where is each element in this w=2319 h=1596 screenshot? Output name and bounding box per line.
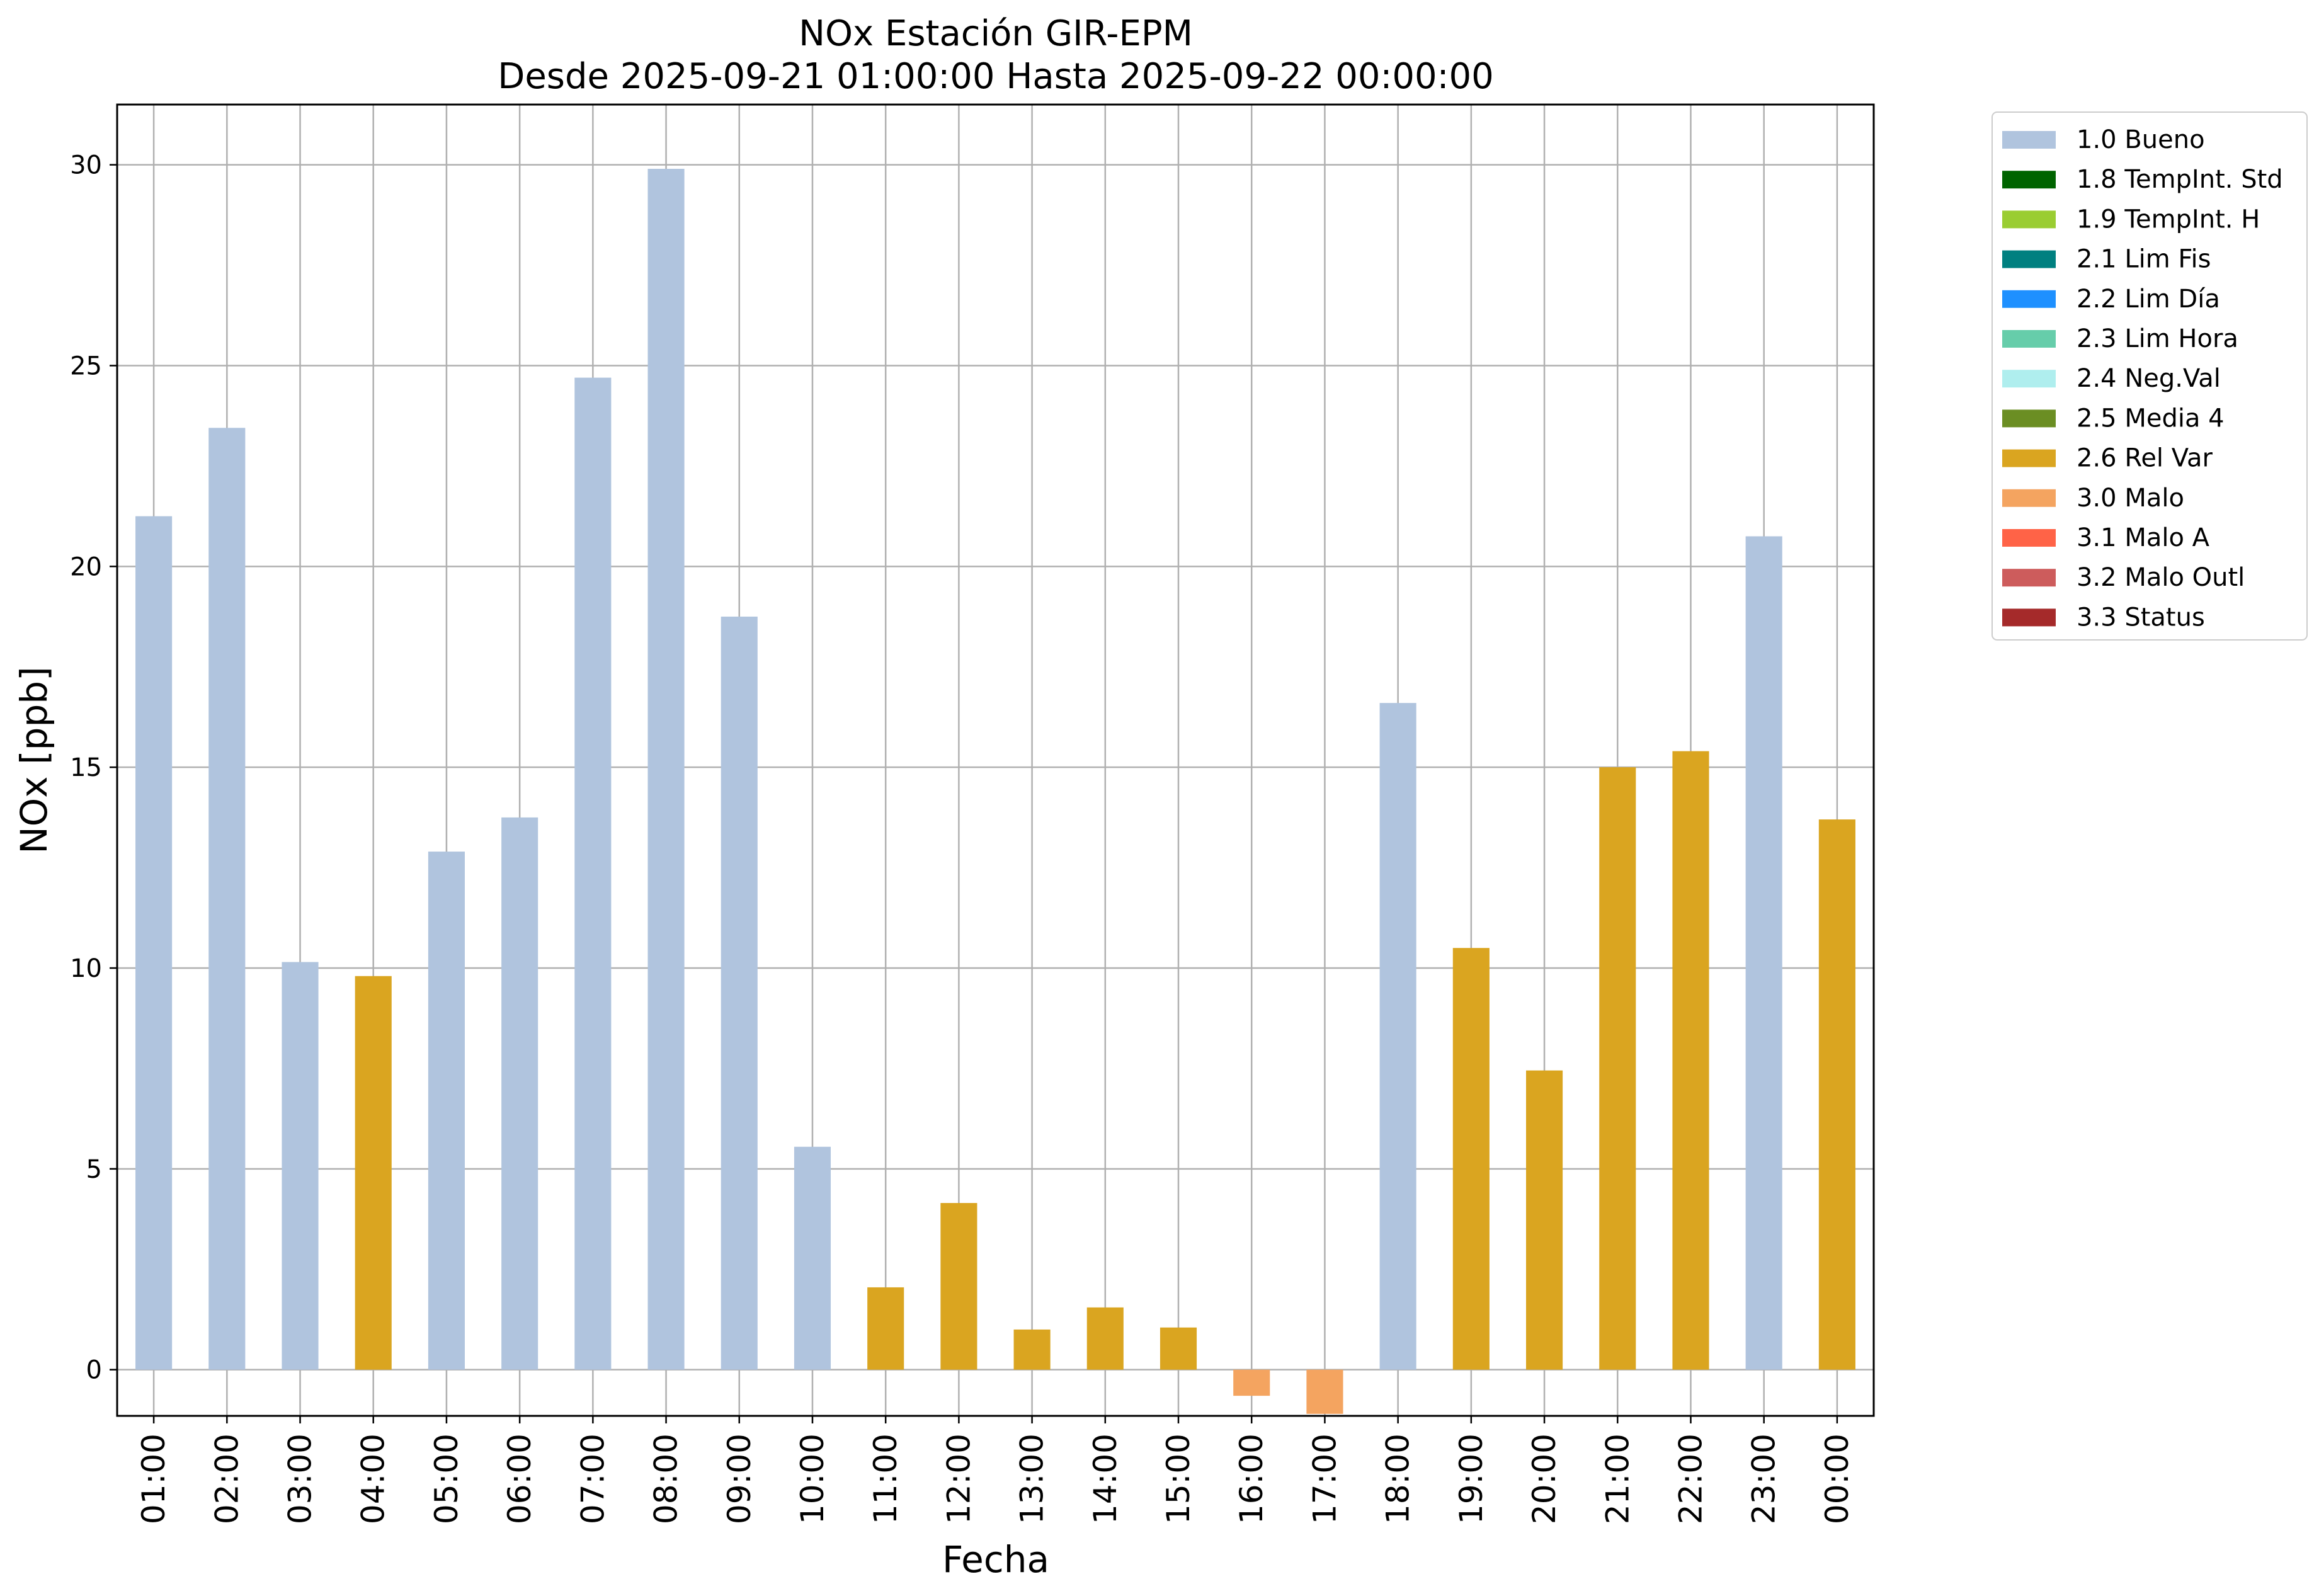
x-tick-label: 17:00	[1306, 1434, 1343, 1524]
legend-label: 1.0 Bueno	[2077, 125, 2205, 154]
x-tick-label: 06:00	[501, 1434, 538, 1524]
x-axis: 01:00 02:00 03:00 04:00 05:00 06:00 07:00 08:00…	[135, 1416, 1855, 1524]
x-tick-label: 01:00	[135, 1434, 172, 1524]
bar-03-00	[282, 962, 319, 1370]
bar-13-00	[1013, 1329, 1051, 1370]
chart-subtitle: Desde 2025-09-21 01:00:00 Hasta 2025-09-…	[498, 56, 1494, 97]
bar-18-00	[1379, 703, 1416, 1370]
bar-07-00	[574, 377, 612, 1370]
legend-swatch-2-4	[2002, 370, 2056, 388]
legend-label: 2.2 Lim Día	[2077, 285, 2220, 314]
legend-label: 3.0 Malo	[2077, 484, 2184, 513]
y-tick-label: 15	[70, 753, 102, 782]
x-tick-label: 11:00	[867, 1434, 904, 1524]
bar-16-00	[1233, 1369, 1270, 1396]
bar-12-00	[940, 1203, 977, 1370]
bar-08-00	[647, 169, 685, 1370]
bar-00-00	[1818, 819, 1855, 1370]
legend-swatch-1-0	[2002, 131, 2056, 149]
x-tick-label: 03:00	[282, 1434, 319, 1524]
y-tick-label: 10	[70, 954, 102, 983]
legend-swatch-2-6	[2002, 449, 2056, 467]
y-tick-label: 5	[86, 1155, 102, 1184]
x-tick-label: 14:00	[1087, 1434, 1124, 1524]
x-tick-label: 05:00	[428, 1434, 465, 1524]
legend-swatch-2-1	[2002, 250, 2056, 268]
bar-09-00	[721, 617, 758, 1370]
legend-label: 2.4 Neg.Val	[2077, 364, 2221, 393]
bar-21-00	[1599, 767, 1636, 1370]
legend-frame	[1991, 111, 2308, 641]
legend-swatch-3-1	[2002, 529, 2056, 547]
x-tick-label: 07:00	[574, 1434, 611, 1524]
x-tick-label: 21:00	[1599, 1434, 1636, 1524]
plot-frame	[116, 103, 1875, 1417]
legend-swatch-3-2	[2002, 569, 2056, 587]
x-tick-label: 18:00	[1380, 1434, 1416, 1524]
legend-label: 3.2 Malo Outl	[2077, 563, 2245, 592]
bar-15-00	[1160, 1327, 1197, 1370]
y-tick-label: 25	[70, 351, 102, 380]
x-tick-label: 04:00	[355, 1434, 392, 1524]
chart-title: NOx Estación GIR-EPM	[799, 13, 1193, 54]
bar-11-00	[867, 1287, 904, 1370]
x-tick-label: 12:00	[940, 1434, 977, 1524]
bar-02-00	[208, 428, 246, 1370]
x-tick-label: 22:00	[1672, 1434, 1709, 1524]
x-tick-label: 10:00	[794, 1434, 831, 1524]
x-tick-label: 19:00	[1453, 1434, 1490, 1524]
legend-label: 2.1 Lim Fis	[2077, 245, 2211, 274]
bar-01-00	[135, 516, 173, 1370]
x-tick-label: 23:00	[1746, 1434, 1782, 1524]
y-tick-label: 30	[70, 151, 102, 180]
x-tick-label: 20:00	[1526, 1434, 1563, 1524]
legend-label: 3.1 Malo A	[2077, 523, 2210, 552]
x-axis-label: Fecha	[942, 1538, 1049, 1581]
bar-06-00	[501, 817, 538, 1370]
bar-19-00	[1452, 948, 1490, 1370]
y-tick-label: 20	[70, 552, 102, 581]
x-tick-label: 15:00	[1160, 1434, 1197, 1524]
y-axis: 0 5 10 15 20 25 30	[70, 151, 117, 1385]
bar-04-00	[355, 976, 392, 1370]
x-tick-label: 13:00	[1014, 1434, 1051, 1524]
y-tick-label: 0	[86, 1356, 102, 1385]
bar-23-00	[1745, 536, 1782, 1370]
bar-17-00	[1306, 1369, 1343, 1414]
legend-swatch-3-3	[2002, 608, 2056, 627]
bar-05-00	[428, 852, 465, 1370]
legend-swatch-3-0	[2002, 489, 2056, 507]
bar-14-00	[1086, 1307, 1124, 1370]
bar-20-00	[1526, 1070, 1563, 1370]
x-tick-label: 00:00	[1819, 1434, 1855, 1524]
legend-label: 1.9 TempInt. H	[2077, 205, 2260, 234]
bar-series	[135, 169, 1855, 1414]
legend-label: 2.3 Lim Hora	[2077, 324, 2238, 353]
x-tick-label: 08:00	[648, 1434, 685, 1524]
legend-label: 2.6 Rel Var	[2077, 444, 2213, 473]
x-tick-label: 16:00	[1233, 1434, 1270, 1524]
legend-swatch-1-8	[2002, 171, 2056, 189]
x-tick-label: 09:00	[721, 1434, 758, 1524]
y-axis-label: NOx [ppb]	[13, 666, 55, 854]
legend-swatch-2-2	[2002, 290, 2056, 308]
legend-label: 1.8 TempInt. Std	[2077, 165, 2283, 194]
x-tick-label: 02:00	[208, 1434, 245, 1524]
legend-label: 2.5 Media 4	[2077, 404, 2225, 433]
legend-swatch-2-5	[2002, 409, 2056, 428]
bar-22-00	[1672, 751, 1709, 1370]
legend-label: 3.3 Status	[2077, 603, 2205, 632]
legend-swatch-1-9	[2002, 210, 2056, 229]
bar-10-00	[794, 1146, 831, 1370]
legend: 1.0 Bueno 1.8 TempInt. Std 1.9 TempInt. H 2…	[1991, 111, 2308, 641]
legend-swatch-2-3	[2002, 330, 2056, 348]
